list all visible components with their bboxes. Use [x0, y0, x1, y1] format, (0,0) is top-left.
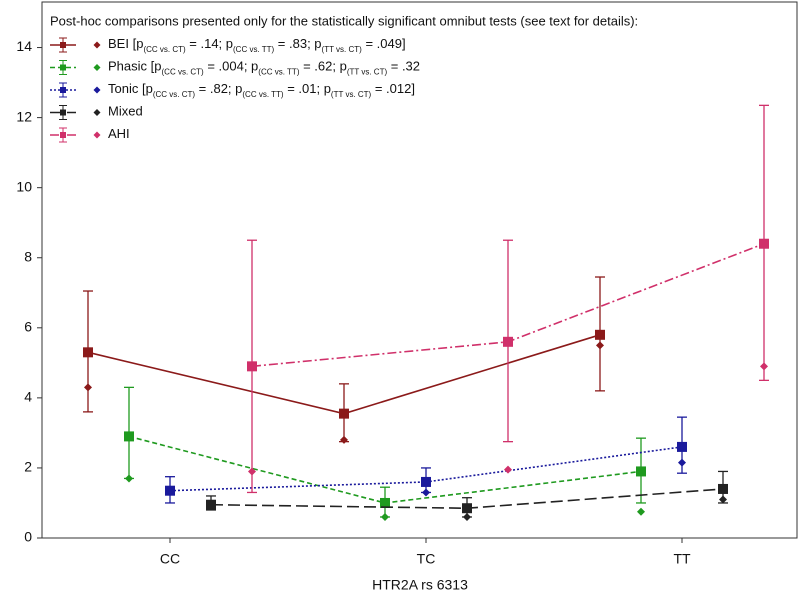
point-marker [381, 512, 389, 521]
legend-subscript: (CC vs. TT) [242, 90, 284, 99]
mean-marker [503, 336, 513, 347]
legend-text: [p [138, 81, 152, 96]
mean-marker [339, 408, 349, 419]
legend-square [60, 64, 66, 71]
point-marker [248, 467, 256, 476]
y-tick-label: 4 [24, 389, 32, 405]
point-marker [678, 458, 686, 467]
legend-name: Phasic [108, 59, 148, 74]
legend-label: Mixed [108, 104, 143, 119]
mean-marker [462, 503, 472, 514]
y-tick-label: 10 [16, 178, 32, 194]
point-marker [125, 474, 133, 483]
point-marker [340, 435, 348, 444]
legend-text: [p [129, 36, 143, 51]
legend-text: = .049] [362, 36, 406, 51]
mean-marker [677, 441, 687, 452]
mean-marker [595, 329, 605, 340]
mean-marker [124, 431, 134, 442]
y-tick-label: 8 [24, 248, 32, 264]
legend-diamond [93, 109, 101, 116]
legend-label: Tonic [p(CC vs. CT) = .82; p(CC vs. TT) … [108, 81, 415, 98]
legend-subscript: (CC vs. CT) [162, 67, 205, 76]
legend-text: = .32 [387, 59, 420, 74]
y-tick-label: 14 [16, 38, 32, 54]
legend-diamond [93, 131, 101, 139]
legend-subscript: (CC vs. TT) [233, 45, 275, 54]
legend-square [60, 109, 66, 116]
mean-marker [636, 466, 646, 477]
legend-text: = .14; p [186, 36, 233, 51]
legend-square [60, 42, 66, 48]
legend-text: = .82; p [195, 81, 242, 96]
x-tick-label: TT [673, 551, 691, 567]
legend-label: Phasic [p(CC vs. CT) = .004; p(CC vs. TT… [108, 59, 420, 76]
legend-subscript: (CC vs. CT) [143, 45, 186, 54]
legend-name: Tonic [108, 81, 139, 96]
legend-text: = .83; p [274, 36, 321, 51]
legend-subscript: (TT vs. CT) [331, 90, 372, 99]
legend-diamond [93, 86, 101, 94]
legend-subscript: (CC vs. CT) [153, 90, 196, 99]
y-tick-label: 0 [24, 529, 32, 545]
mean-marker [83, 347, 93, 358]
point-marker [84, 383, 92, 392]
legend-text: = .012] [371, 81, 415, 96]
x-tick-label: TC [417, 551, 436, 567]
legend-name: BEI [108, 36, 129, 51]
point-marker [422, 488, 430, 497]
legend-text: = .01; p [284, 81, 331, 96]
legend-text: [p [147, 59, 161, 74]
legend-subscript: (TT vs. CT) [322, 45, 363, 54]
legend-label: BEI [p(CC vs. CT) = .14; p(CC vs. TT) = … [108, 36, 406, 53]
legend-diamond [93, 41, 101, 49]
mean-marker [759, 238, 769, 249]
plot-frame [41, 1, 798, 539]
legend-name: Mixed [108, 104, 143, 119]
mean-marker [247, 361, 257, 372]
x-axis-label: HTR2A rs 6313 [372, 577, 468, 593]
mean-marker [718, 483, 728, 494]
mean-marker [421, 476, 431, 487]
point-marker [207, 502, 215, 511]
y-tick-label: 2 [24, 459, 32, 475]
y-tick-label: 12 [16, 108, 32, 124]
legend-name: AHI [108, 126, 130, 141]
mean-marker [380, 497, 390, 508]
legend-label: AHI [108, 126, 130, 141]
legend-subscript: (CC vs. TT) [258, 67, 300, 76]
legend-title: Post-hoc comparisons presented only for … [50, 13, 638, 28]
point-marker [463, 512, 471, 521]
legend-square [60, 132, 66, 138]
y-tick-label: 6 [24, 319, 32, 335]
point-marker [166, 486, 174, 495]
legend-square [60, 87, 66, 93]
legend-text: = .004; p [204, 59, 259, 74]
legend-diamond [93, 64, 101, 71]
point-marker [504, 465, 512, 474]
x-tick-label: CC [160, 551, 180, 567]
legend-text: = .62; p [299, 59, 346, 74]
point-marker [637, 507, 645, 516]
point-marker [719, 495, 727, 504]
point-marker [596, 341, 604, 350]
legend-subscript: (TT vs. CT) [347, 67, 388, 76]
point-marker [760, 362, 768, 371]
